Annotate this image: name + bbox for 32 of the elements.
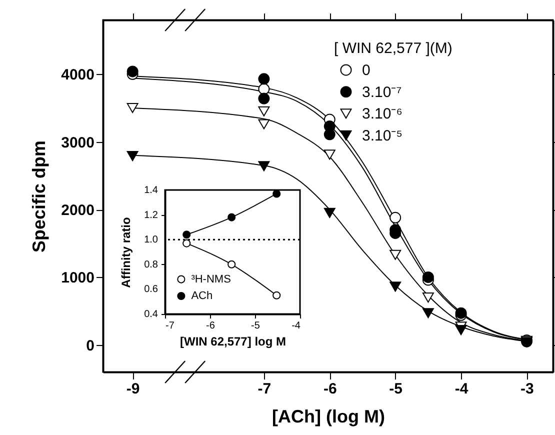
x-tick-label: -9 (126, 380, 140, 398)
y-tick-label: 1.0 (144, 234, 158, 246)
x-axis-title: [ACh] (log M) (272, 406, 385, 426)
x-tick-label: -7 (166, 320, 175, 332)
y-tick-label: 0.8 (144, 259, 158, 270)
legend-label: 0 (362, 62, 370, 79)
y-tick-label: 0.6 (144, 284, 158, 296)
legend-title: [ WIN 62,577 ](M) (334, 40, 452, 58)
x-tick-label: -4 (454, 380, 469, 398)
y-tick-label: 4000 (61, 66, 94, 84)
y-tick-label: 1.2 (144, 210, 158, 221)
x-tick-label: -4 (292, 320, 301, 332)
x-axis-title: [WIN 62,577] log M (180, 334, 286, 348)
x-tick-label: -6 (323, 380, 337, 398)
y-tick-label: 0 (86, 337, 94, 354)
x-tick-label: -5 (389, 380, 403, 398)
x-tick-label: -6 (206, 320, 216, 332)
legend-label: 3.10⁻⁷ (362, 84, 402, 101)
y-tick-label: 2000 (61, 202, 94, 220)
legend-label: ³H-NMS (191, 273, 231, 286)
x-tick-label: -3 (520, 380, 534, 398)
legend-label: ACh (191, 290, 213, 302)
x-tick-label: -5 (251, 320, 260, 332)
y-tick-label: 3000 (61, 134, 94, 152)
y-axis-title: Affinity ratio (119, 217, 133, 288)
legend-label: 3.10⁻⁶ (362, 106, 402, 123)
y-tick-label: 0.4 (144, 309, 158, 320)
legend-label: 3.10⁻⁵ (362, 127, 402, 144)
y-tick-label: 1.4 (144, 185, 158, 196)
y-axis-title: Specific dpm (29, 140, 50, 253)
x-tick-label: -7 (258, 380, 272, 398)
y-tick-label: 1000 (61, 270, 94, 287)
